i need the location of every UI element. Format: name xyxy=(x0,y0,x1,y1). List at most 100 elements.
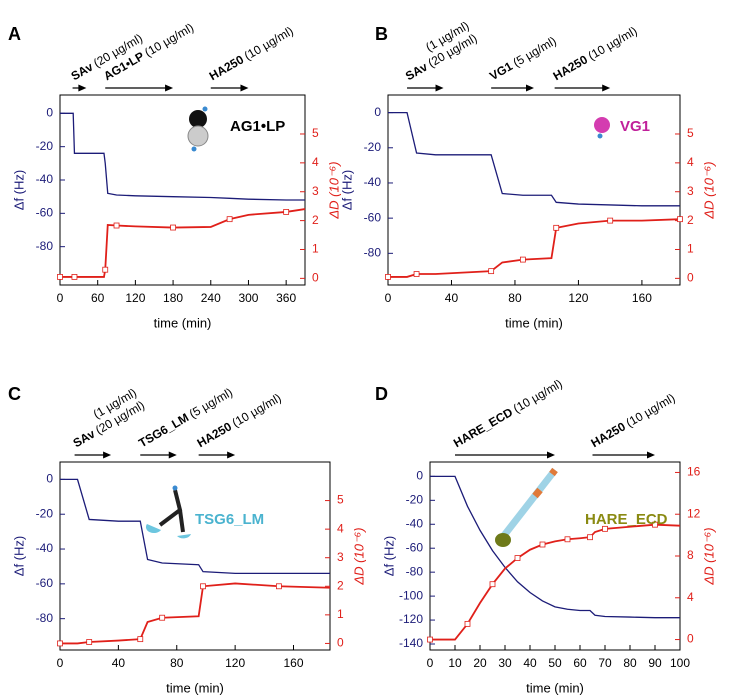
series-line xyxy=(388,218,681,278)
injection-name: VG1 xyxy=(487,59,515,83)
y2-tick-label: 4 xyxy=(337,521,344,535)
series-marker xyxy=(539,541,546,548)
series-marker xyxy=(413,271,420,277)
y-tick-label: -80 xyxy=(406,564,424,578)
icon xyxy=(158,489,185,533)
arrow-head xyxy=(78,84,87,92)
arrow-head xyxy=(526,84,534,92)
injection-conc: (10 µg/ml) xyxy=(230,391,284,430)
y-tick-label: -120 xyxy=(399,612,423,626)
series-line xyxy=(60,478,330,575)
x-tick-label: 90 xyxy=(648,656,662,670)
series-marker xyxy=(602,525,608,532)
arrow-head xyxy=(647,451,655,459)
y-tick-label: -80 xyxy=(36,611,54,625)
injection-name: HA250 xyxy=(551,52,591,83)
x-axis-label: time (min) xyxy=(526,680,584,695)
series-line xyxy=(60,112,305,201)
y2-tick-label: 4 xyxy=(687,590,694,604)
y2-axis-label: ΔD (10⁻⁶) xyxy=(701,527,716,585)
y2-axis-label: ΔD (10⁻⁶) xyxy=(351,527,366,585)
y-axis-label: Δf (Hz) xyxy=(11,536,26,576)
molecule-label: HARE_ECD xyxy=(585,511,668,528)
y-axis-label: Δf (Hz) xyxy=(339,170,354,210)
x-tick-label: 120 xyxy=(225,656,245,670)
series-marker xyxy=(514,555,521,561)
injection-label: TSG6_LM(5 µg/ml) xyxy=(136,385,235,450)
y2-tick-label: 2 xyxy=(312,213,319,227)
series-marker xyxy=(489,581,496,588)
y-tick-label: -80 xyxy=(364,246,382,260)
y2-tick-label: 1 xyxy=(312,242,319,256)
injection-name: SAv xyxy=(71,427,98,451)
injection-label: HA250(10 µg/ml) xyxy=(589,391,678,450)
y-axis-label: Δf (Hz) xyxy=(11,170,26,210)
injection-name: HARE_ECD xyxy=(451,405,515,450)
x-tick-label: 160 xyxy=(632,291,652,305)
x-tick-label: 120 xyxy=(125,291,145,305)
x-tick-label: 180 xyxy=(163,291,183,305)
y2-tick-label: 2 xyxy=(337,578,344,592)
x-tick-label: 70 xyxy=(598,656,612,670)
y2-tick-label: 2 xyxy=(687,213,694,227)
x-tick-label: 240 xyxy=(201,291,221,305)
series-marker xyxy=(102,266,109,273)
arrow-head xyxy=(240,84,249,92)
series-marker xyxy=(159,614,166,621)
y2-tick-label: 1 xyxy=(337,607,344,621)
injection-conc: (10 µg/ml) xyxy=(624,391,678,430)
series-marker xyxy=(607,217,614,224)
y-axis-label: Δf (Hz) xyxy=(381,536,396,576)
y-tick-label: -140 xyxy=(399,636,423,650)
injection-name: HA250 xyxy=(589,419,629,450)
icon xyxy=(549,467,558,477)
injection-conc: (5 µg/ml) xyxy=(187,385,235,421)
y-tick-label: 0 xyxy=(46,472,53,486)
x-tick-label: 40 xyxy=(445,291,459,305)
y-tick-label: -60 xyxy=(36,206,54,220)
plot-frame xyxy=(59,461,331,651)
icon xyxy=(202,106,208,112)
y-tick-label: -20 xyxy=(406,492,424,506)
icon xyxy=(597,133,603,139)
y-tick-label: 0 xyxy=(374,105,381,119)
injection-text: HA250(10 µg/ml) xyxy=(589,391,678,450)
arrow-head xyxy=(168,451,177,459)
series-marker xyxy=(113,222,120,229)
series-line xyxy=(60,208,306,278)
y-tick-label: -40 xyxy=(36,541,54,555)
y-tick-label: -80 xyxy=(36,239,54,253)
y2-tick-label: 16 xyxy=(687,465,701,479)
x-axis-label: time (min) xyxy=(154,315,212,330)
y2-tick-label: 3 xyxy=(312,184,319,198)
injection-conc: (10 µg/ml) xyxy=(511,377,565,416)
injection-label: HA250(10 µg/ml) xyxy=(551,24,640,83)
y-tick-label: -40 xyxy=(406,516,424,530)
y2-axis-label: ΔD (10⁻⁶) xyxy=(326,161,341,219)
icon xyxy=(532,487,543,499)
y2-tick-label: 4 xyxy=(312,155,319,169)
x-tick-label: 160 xyxy=(283,656,303,670)
icon xyxy=(594,117,610,133)
injection-label: SAv(20 µg/ml)(1 µg/ml) xyxy=(403,18,479,83)
icon xyxy=(499,467,558,541)
icon xyxy=(172,485,178,491)
molecule-label: AG1•LP xyxy=(230,118,285,135)
arrow-head xyxy=(103,451,112,459)
icon xyxy=(145,524,161,534)
y2-tick-label: 0 xyxy=(687,271,694,285)
plot-frame xyxy=(59,94,306,286)
x-tick-label: 0 xyxy=(57,656,64,670)
series-marker xyxy=(137,636,144,643)
y2-tick-label: 3 xyxy=(337,550,344,564)
y2-tick-label: 5 xyxy=(687,126,694,140)
x-tick-label: 30 xyxy=(498,656,512,670)
panel-letter: D xyxy=(375,384,388,404)
series-marker xyxy=(652,521,658,528)
x-tick-label: 10 xyxy=(448,656,462,670)
injection-label: HARE_ECD(10 µg/ml) xyxy=(451,377,565,451)
y2-axis-label: ΔD (10⁻⁶) xyxy=(701,161,716,219)
series-marker xyxy=(200,583,206,590)
injection-text: TSG6_LM(5 µg/ml) xyxy=(136,385,235,450)
injection-name: SAv xyxy=(69,60,96,84)
